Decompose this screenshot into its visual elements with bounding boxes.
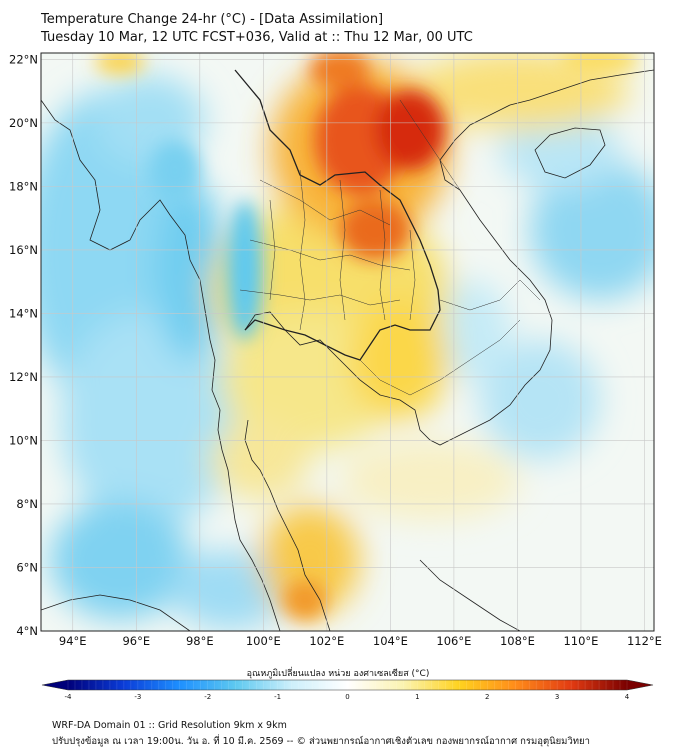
lon-tick-label: 96°E bbox=[122, 634, 150, 648]
lat-tick-label: 14°N bbox=[9, 306, 38, 320]
lon-tick-label: 94°E bbox=[59, 634, 87, 648]
lat-tick-label: 8°N bbox=[16, 497, 38, 511]
update-credit: ปรับปรุงข้อมูล ณ เวลา 19:00น. วัน อ. ที่… bbox=[52, 736, 590, 747]
colorbar-gradient bbox=[68, 680, 627, 690]
colorbar-max-extend bbox=[627, 680, 653, 690]
lat-tick-label: 4°N bbox=[16, 624, 38, 638]
colorbar-tick-label: 2 bbox=[485, 693, 489, 700]
coastline-peninsula-east bbox=[244, 419, 331, 631]
map-subtitle: Tuesday 10 Mar, 12 UTC FCST+036, Valid a… bbox=[41, 30, 473, 45]
map-title: Temperature Change 24-hr (°C) - [Data As… bbox=[41, 12, 384, 27]
colorbar: -4 -3 -2 -1 0 1 2 3 4 bbox=[41, 679, 654, 700]
coastline-sumatra bbox=[41, 594, 191, 631]
colorbar-tick-label: 3 bbox=[555, 693, 559, 700]
thailand-outline bbox=[234, 69, 441, 361]
colorbar-tick-label: 1 bbox=[415, 693, 419, 700]
colorbar-tick-label: -3 bbox=[134, 693, 141, 700]
colorbar-tick-label: -1 bbox=[274, 693, 281, 700]
colorbar-tick-label: 4 bbox=[625, 693, 630, 700]
colorbar-title: อุณหภูมิเปลี่ยนแปลง หน่วย องศาเซลเซียส (… bbox=[246, 669, 430, 679]
lat-tick-label: 16°N bbox=[9, 243, 38, 257]
lon-tick-label: 108°E bbox=[500, 634, 535, 648]
model-info: WRF-DA Domain 01 :: Grid Resolution 9km … bbox=[52, 720, 287, 731]
field-layer bbox=[41, 53, 654, 631]
colorbar-tick-label: -2 bbox=[204, 693, 211, 700]
lon-tick-label: 106°E bbox=[436, 634, 471, 648]
lat-tick-label: 22°N bbox=[9, 52, 38, 66]
lon-tick-label: 104°E bbox=[373, 634, 408, 648]
lon-tick-label: 112°E bbox=[627, 634, 662, 648]
temperature-change-map: 22°N 20°N 18°N 16°N 14°N 12°N 10°N 8°N 6°N 4°N 94… bbox=[9, 52, 662, 700]
lon-tick-label: 102°E bbox=[309, 634, 344, 648]
map-frame bbox=[40, 52, 655, 632]
coastline-west bbox=[41, 99, 281, 631]
coastline-east bbox=[244, 69, 654, 446]
lat-tick-label: 10°N bbox=[9, 433, 38, 447]
border-thailand bbox=[234, 69, 441, 361]
island-hainan bbox=[534, 127, 606, 179]
latitude-axis: 22°N 20°N 18°N 16°N 14°N 12°N 10°N 8°N 6°N 4°N bbox=[9, 52, 38, 638]
coastline-borneo bbox=[419, 559, 521, 631]
lat-tick-label: 18°N bbox=[9, 179, 38, 193]
colorbar-tick-label: -4 bbox=[65, 693, 73, 700]
coastline-layer bbox=[41, 69, 654, 631]
colorbar-outline bbox=[41, 679, 654, 691]
gridlines bbox=[41, 53, 654, 631]
field-hotspots bbox=[95, 53, 640, 620]
lat-tick-label: 6°N bbox=[16, 560, 38, 574]
lat-tick-label: 12°N bbox=[9, 370, 38, 384]
longitude-axis: 94°E 96°E 98°E 100°E 102°E 104°E 106°E 108°E 110… bbox=[59, 634, 662, 648]
lon-tick-label: 98°E bbox=[186, 634, 214, 648]
colorbar-tick-label: 0 bbox=[345, 693, 349, 700]
lon-tick-label: 110°E bbox=[563, 634, 598, 648]
lat-tick-label: 20°N bbox=[9, 116, 38, 130]
colorbar-min-extend bbox=[42, 680, 68, 690]
lon-tick-label: 100°E bbox=[246, 634, 281, 648]
